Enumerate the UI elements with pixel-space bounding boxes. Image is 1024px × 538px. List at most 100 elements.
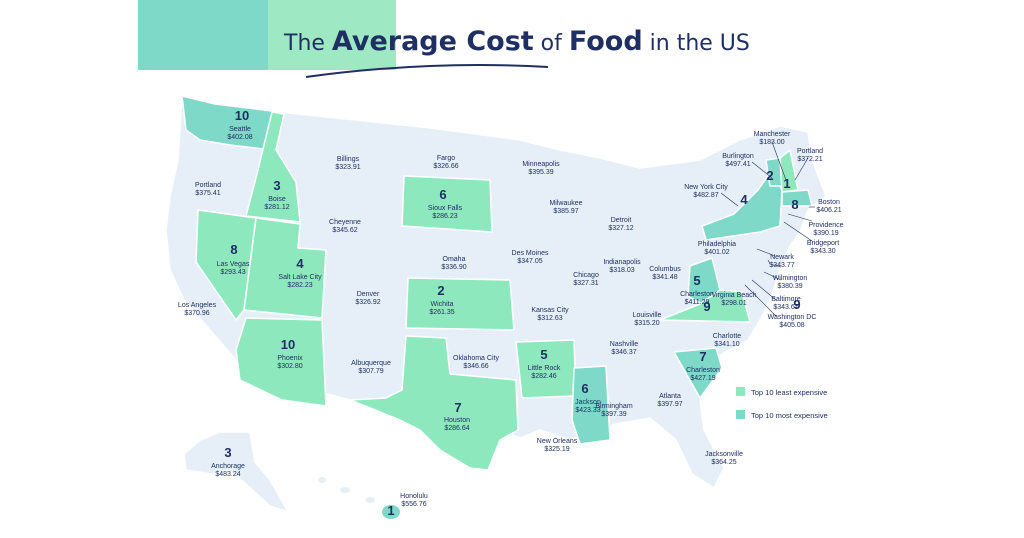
city-name: Des Moines xyxy=(512,250,549,257)
leader-line xyxy=(767,259,782,268)
city-label: Philadelphia$401.02 xyxy=(698,241,736,256)
city-name: Nashville xyxy=(610,341,639,348)
city-cost: $556.76 xyxy=(401,501,426,508)
city-name: Jackson xyxy=(575,399,601,406)
city-label: 10 Phoenix$302.80 xyxy=(277,337,303,370)
city-name: Charleston xyxy=(686,367,720,374)
city-label: 8 Las Vegas$293.43 xyxy=(217,242,250,276)
city-label: Portland$372.21 xyxy=(797,148,823,163)
city-cost: $402.08 xyxy=(227,134,252,141)
city-label: 7 Houston$286.64 xyxy=(444,400,470,432)
title-underline xyxy=(305,63,549,78)
city-cost: $326.66 xyxy=(433,163,458,170)
city-cost: $286.64 xyxy=(444,425,469,432)
city-cost: $327.12 xyxy=(608,225,633,232)
corner-block-teal xyxy=(138,0,268,70)
city-label: Columbus$341.48 xyxy=(649,266,681,281)
city-label: 5 Little Rock$282.46 xyxy=(528,347,561,380)
city-cost: $261.35 xyxy=(429,309,454,316)
city-cost: $390.19 xyxy=(813,230,838,237)
title-part: The xyxy=(284,31,332,56)
city-cost: $315.20 xyxy=(634,320,659,327)
state-idaho xyxy=(245,111,301,223)
city-label: Des Moines$347.05 xyxy=(512,250,549,265)
city-label: Portland$375.41 xyxy=(195,182,221,197)
state-new-hampshire xyxy=(779,149,799,193)
city-label: Los Angeles$370.96 xyxy=(178,302,217,317)
state-south-carolina xyxy=(673,347,723,399)
city-cost: $323.91 xyxy=(335,164,360,171)
city-rank: 4 xyxy=(296,256,304,271)
leader-line xyxy=(751,161,773,179)
city-name: Burlington xyxy=(722,153,754,160)
city-label: Charlotte$341.10 xyxy=(713,333,742,348)
state-regions xyxy=(165,95,827,519)
city-cost: $302.80 xyxy=(277,363,302,370)
city-cost: $336.90 xyxy=(441,264,466,271)
city-label: 4 Salt Lake City$282.23 xyxy=(278,256,322,289)
city-name: Charlotte xyxy=(713,333,742,340)
city-label: Wilmington$380.39 xyxy=(773,275,808,290)
city-cost: $372.21 xyxy=(797,156,822,163)
city-label: Atlanta$397.97 xyxy=(657,393,682,408)
city-label: Cheyenne$345.62 xyxy=(329,219,361,234)
city-rank: 3 xyxy=(273,178,280,193)
city-cost: $385.97 xyxy=(553,208,578,215)
city-cost: $293.43 xyxy=(220,269,245,276)
city-name: Birmingham xyxy=(595,403,633,410)
city-name: Columbus xyxy=(649,266,681,273)
city-cost: $326.92 xyxy=(355,299,380,306)
city-label: 3 Boise$281.12 xyxy=(264,178,289,211)
leader-line xyxy=(744,284,777,317)
city-label: Jacksonville$364.25 xyxy=(705,451,743,466)
leader-line xyxy=(720,192,739,207)
city-name: Cheyenne xyxy=(329,219,361,226)
region-hawaii-maui xyxy=(365,497,375,503)
city-rank: 3 xyxy=(224,445,231,460)
city-rank: 9 xyxy=(703,299,710,314)
city-rank: 6 xyxy=(581,381,588,396)
city-name: Oklahoma City xyxy=(453,355,499,362)
city-label: Chicago$327.31 xyxy=(573,272,599,287)
city-cost: $325.19 xyxy=(544,446,569,453)
city-name: Charleston xyxy=(680,291,714,298)
city-name: Billings xyxy=(337,156,360,163)
city-cost: $405.08 xyxy=(779,322,804,329)
city-name: New York City xyxy=(684,184,728,191)
city-labels: 10 Seattle$402.08 Portland$375.41 3 Boise $28… xyxy=(178,108,844,518)
city-rank: 10 xyxy=(281,337,295,352)
leader-line xyxy=(756,248,776,257)
city-name: Houston xyxy=(444,417,470,424)
city-label: Omaha$336.90 xyxy=(441,256,466,271)
city-label: Newark$343.77 xyxy=(769,254,794,269)
city-name: Bridgeport xyxy=(807,240,839,247)
page-title: The Average Cost of Food in the US xyxy=(284,26,750,57)
state-mississippi xyxy=(571,365,611,445)
legend-swatch-most xyxy=(736,410,745,419)
city-name: Manchester xyxy=(754,131,791,138)
city-label: Minneapolis$395.39 xyxy=(522,161,560,176)
city-rank: 5 xyxy=(693,273,700,288)
city-name: Las Vegas xyxy=(217,261,250,268)
city-cost: $364.25 xyxy=(711,459,736,466)
city-name: Boise xyxy=(268,196,286,203)
city-cost: $282.23 xyxy=(287,282,312,289)
region-alaska xyxy=(183,431,289,513)
city-rank: 2 xyxy=(437,283,444,298)
city-label: Kansas City$312.63 xyxy=(531,307,569,322)
city-cost: $286.23 xyxy=(432,213,457,220)
city-cost: $341.10 xyxy=(714,341,739,348)
leader-line xyxy=(787,213,813,222)
city-label: Albuquerque$307.79 xyxy=(351,360,391,375)
city-label: 4 New York City$482.87 xyxy=(684,184,748,207)
legend: Top 10 least expensive Top 10 most expen… xyxy=(736,387,828,420)
state-utah xyxy=(243,217,327,319)
city-label: 5 Charleston$411.29 xyxy=(680,273,714,306)
city-name: Seattle xyxy=(229,126,251,133)
city-name: Omaha xyxy=(443,256,466,263)
city-name: Wilmington xyxy=(773,275,808,282)
city-cost: $395.39 xyxy=(528,169,553,176)
state-virginia xyxy=(659,289,751,323)
